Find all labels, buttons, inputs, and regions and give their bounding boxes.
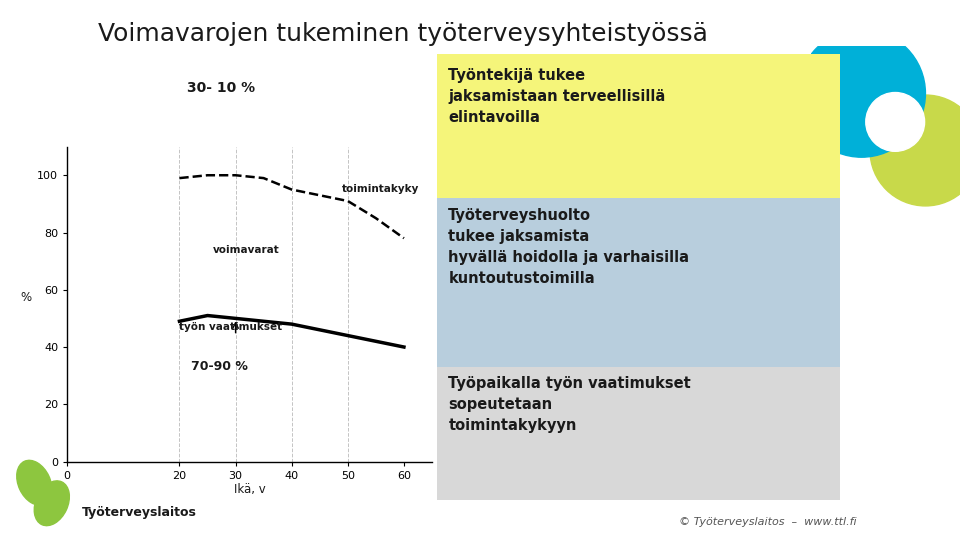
X-axis label: Ikä, v: Ikä, v	[233, 483, 266, 496]
Text: työn vaatimukset: työn vaatimukset	[180, 322, 282, 332]
Circle shape	[870, 95, 960, 206]
Ellipse shape	[35, 481, 69, 526]
Text: voimavarat: voimavarat	[213, 244, 280, 255]
Text: Työterveyslaitos: Työterveyslaitos	[82, 506, 197, 519]
Text: Työpaikalla työn vaatimukset
sopeutetaan
toimintakykyyn: Työpaikalla työn vaatimukset sopeutetaan…	[448, 376, 691, 433]
Text: 30- 10 %: 30- 10 %	[187, 81, 254, 96]
Text: toimintakyky: toimintakyky	[342, 185, 420, 194]
Circle shape	[866, 92, 924, 151]
Ellipse shape	[16, 460, 52, 505]
Text: Työterveyshuolto
tukee jaksamista
hyvällä hoidolla ja varhaisilla
kuntoutustoimi: Työterveyshuolto tukee jaksamista hyväll…	[448, 208, 689, 286]
Text: 70-90 %: 70-90 %	[191, 360, 248, 373]
Text: Voimavarojen tukeminen työterveysyhteistyössä: Voimavarojen tukeminen työterveysyhteist…	[98, 22, 708, 46]
Y-axis label: %: %	[20, 291, 32, 304]
Circle shape	[798, 29, 925, 157]
Text: Työntekijä tukee
jaksamistaan terveellisillä
elintavoilla: Työntekijä tukee jaksamistaan terveellis…	[448, 68, 665, 125]
Text: © Työterveyslaitos  –  www.ttl.fi: © Työterveyslaitos – www.ttl.fi	[679, 517, 857, 527]
